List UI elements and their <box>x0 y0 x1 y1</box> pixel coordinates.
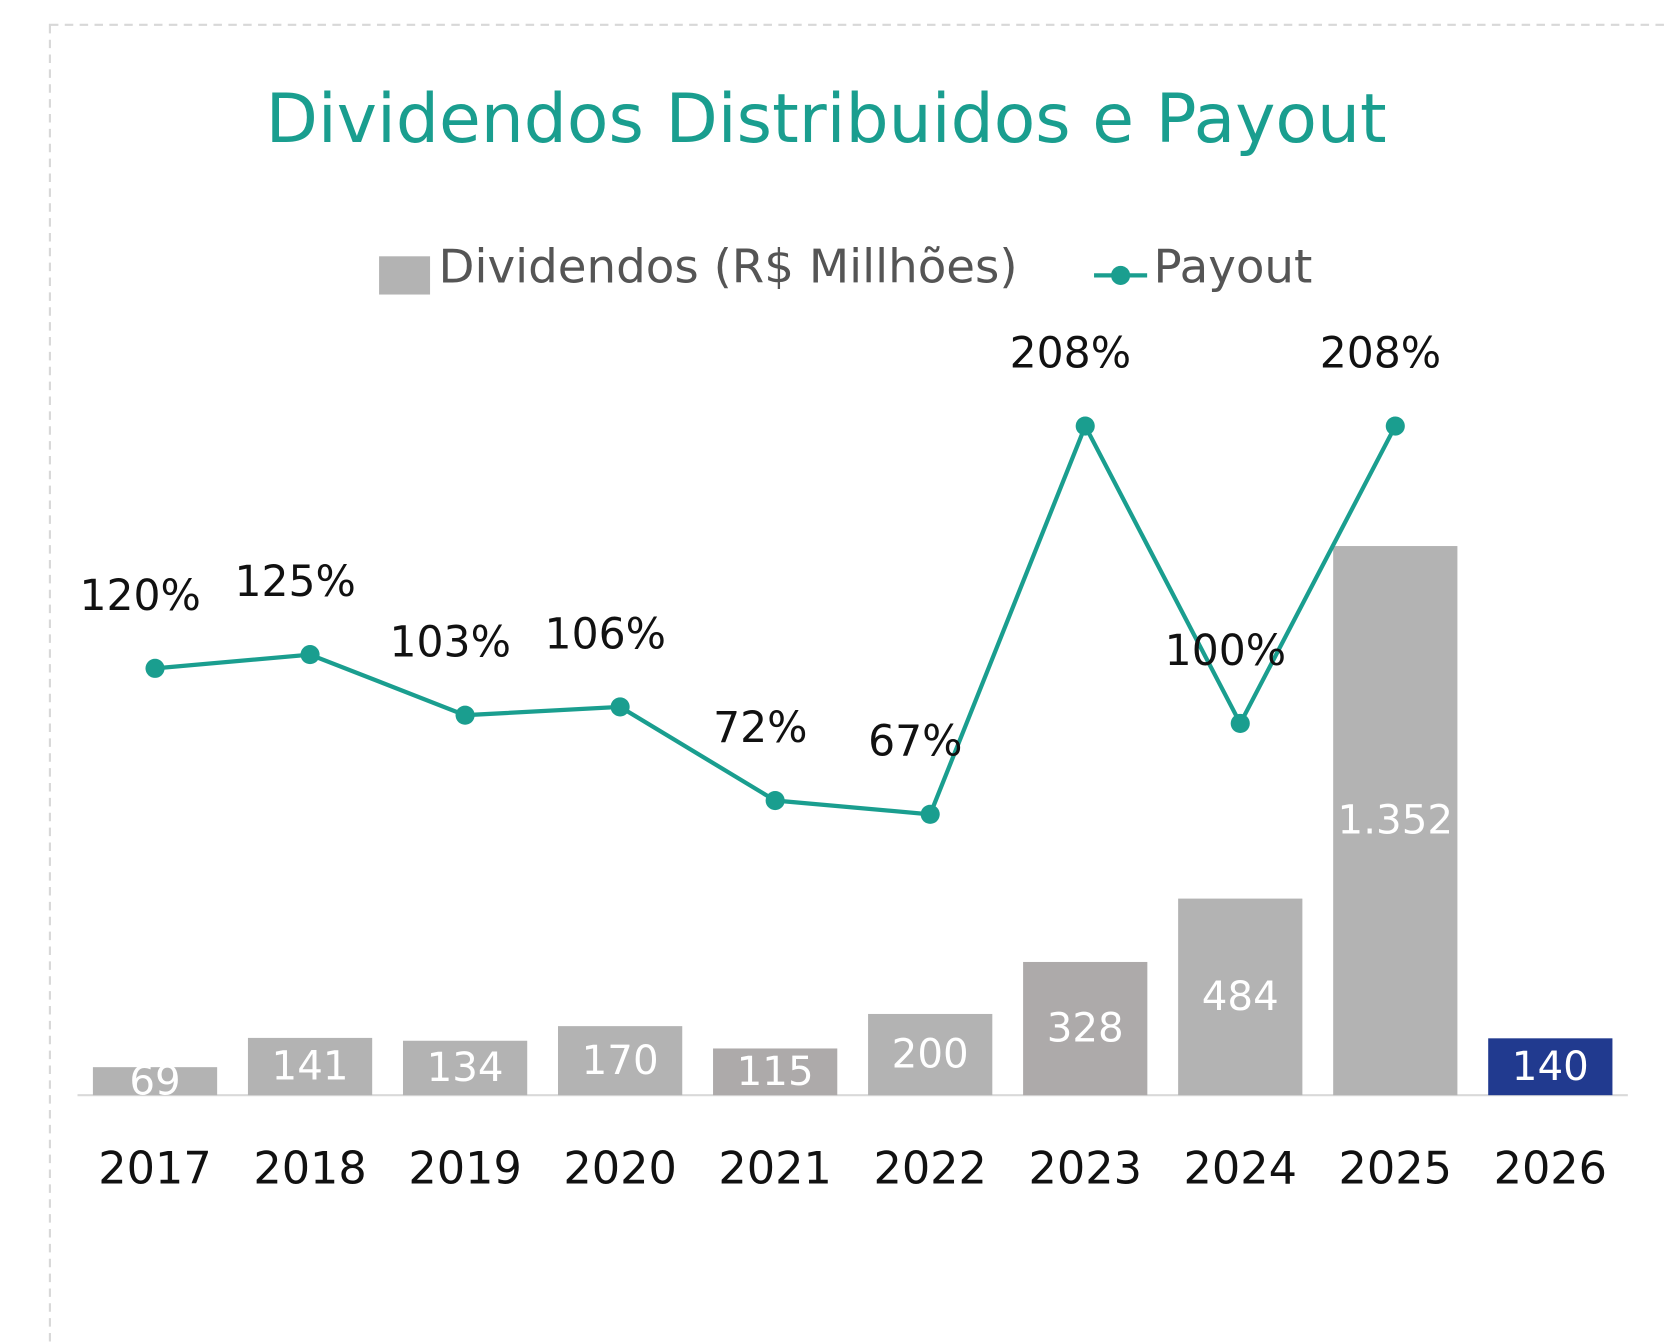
bar-value-label: 200 <box>892 1031 969 1078</box>
x-tick-label: 2025 <box>1339 1143 1452 1195</box>
payout-point <box>455 705 475 725</box>
x-tick-label: 2022 <box>873 1143 986 1195</box>
payout-value-label: 103% <box>390 619 511 668</box>
payout-value-label: 67% <box>868 718 962 767</box>
payout-point <box>1385 416 1405 436</box>
payout-point <box>300 645 320 665</box>
x-tick-label: 2019 <box>408 1143 521 1195</box>
payout-point <box>920 804 940 824</box>
bar-value-label: 170 <box>582 1037 659 1084</box>
x-tick-label: 2023 <box>1028 1143 1141 1195</box>
payout-line <box>154 420 1398 817</box>
chart-title: Dividendos Distribuidos e Payout <box>266 80 1387 159</box>
payout-value-label: 120% <box>79 572 200 621</box>
bar-value-label: 141 <box>272 1043 349 1090</box>
payout-point <box>1075 416 1095 436</box>
bar-value-label: 1.352 <box>1338 797 1453 844</box>
bar <box>558 1026 683 1096</box>
bar-value-label: 140 <box>1512 1043 1589 1090</box>
legend-swatch <box>379 256 431 295</box>
legend-label: Payout <box>1154 241 1313 295</box>
legend-swatch <box>1111 265 1131 285</box>
bar <box>713 1048 838 1096</box>
bar <box>868 1013 993 1096</box>
x-tick-label: 2021 <box>718 1143 831 1195</box>
x-tick-label: 2024 <box>1184 1143 1297 1195</box>
bar-value-label: 134 <box>427 1044 504 1091</box>
payout-point <box>610 697 630 717</box>
bar <box>1178 898 1303 1096</box>
payout-point <box>145 658 165 678</box>
bar <box>1023 961 1148 1096</box>
bar <box>402 1040 528 1096</box>
bar <box>247 1037 373 1096</box>
payout-value-label: 72% <box>713 704 807 753</box>
x-tick-label: 2026 <box>1494 1143 1607 1195</box>
payout-value-label: 125% <box>234 558 355 607</box>
bar <box>1333 546 1458 1096</box>
bar-value-label: 69 <box>129 1057 180 1104</box>
x-tick-label: 2018 <box>253 1143 366 1195</box>
chart-border <box>48 23 1665 1343</box>
payout-value-label: 208% <box>1010 329 1131 378</box>
legend-label: Dividendos (R$ Millhões) <box>439 241 1018 295</box>
bar <box>92 1067 218 1096</box>
bar-value-label: 484 <box>1202 973 1279 1020</box>
x-tick-label: 2020 <box>563 1143 676 1195</box>
payout-point <box>765 790 785 811</box>
bar-value-label: 328 <box>1047 1005 1124 1052</box>
bar <box>1488 1038 1613 1096</box>
x-tick-label: 2017 <box>98 1143 211 1195</box>
payout-value-label: 208% <box>1320 329 1441 378</box>
bar-value-label: 115 <box>737 1048 814 1095</box>
payout-value-label: 100% <box>1165 627 1286 676</box>
payout-value-label: 106% <box>545 610 666 659</box>
payout-point <box>1230 713 1250 733</box>
